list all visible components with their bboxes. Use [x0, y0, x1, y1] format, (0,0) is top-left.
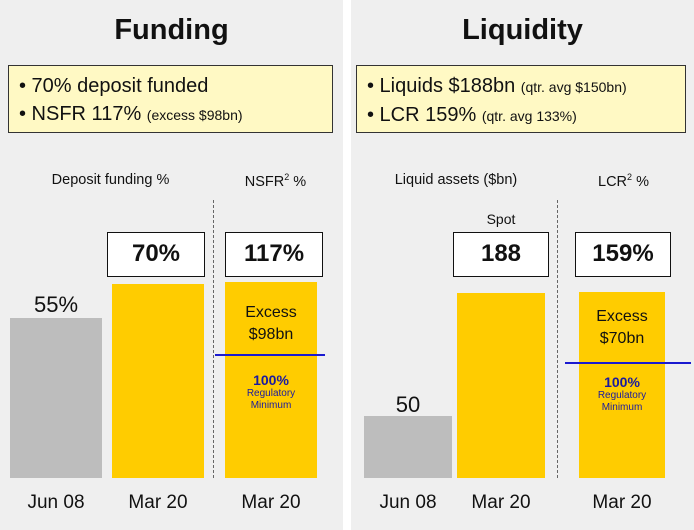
label-deposit-jun08: 55% — [33, 292, 79, 317]
bar-nsfr-mar20 — [225, 282, 317, 478]
lcr-regulatory-minimum: 100% Regulatory Minimum — [597, 374, 647, 413]
bar-liquid-mar20 — [457, 293, 545, 478]
liquidity-summary-line-2: • LCR 159% (qtr. avg 133%) — [367, 104, 577, 126]
liquidity-summary-line-1: • Liquids $188bn (qtr. avg $150bn) — [367, 75, 627, 97]
bar-liquid-jun08 — [364, 416, 452, 478]
nsfr-title: NSFR2 % — [244, 172, 307, 190]
funding-summary-line-1: • 70% deposit funded — [19, 75, 209, 97]
funding-summary-line-2: • NSFR 117% (excess $98bn) — [19, 103, 243, 125]
lcr-title: LCR2 % — [598, 172, 649, 190]
label-nsfr-mar20: 117% — [225, 232, 323, 277]
cat-nsfr-mar20: Mar 20 — [241, 492, 301, 513]
bar-deposit-jun08 — [10, 318, 102, 478]
funding-summary-box: • 70% deposit funded • NSFR 117% (excess… — [8, 65, 333, 133]
liquid-assets-title: Liquid assets ($bn) — [394, 172, 518, 188]
cat-deposit-jun08: Jun 08 — [27, 492, 85, 513]
nsfr-regulatory-minimum: 100% Regulatory Minimum — [246, 372, 296, 411]
bar-lcr-mar20 — [579, 292, 665, 478]
label-lcr-mar20: 159% — [575, 232, 671, 277]
spot-label: Spot — [486, 211, 516, 227]
lcr-excess-label: Excess $70bn — [596, 308, 648, 347]
funding-panel: Funding • 70% deposit funded • NSFR 117%… — [0, 0, 343, 530]
label-deposit-mar20: 70% — [107, 232, 205, 277]
funding-title: Funding — [114, 14, 229, 46]
label-liquid-mar20: 188 — [453, 232, 549, 277]
label-liquid-jun08: 50 — [395, 392, 421, 417]
liquidity-divider — [557, 200, 558, 478]
cat-liquid-jun08: Jun 08 — [379, 492, 437, 513]
liquidity-summary-box: • Liquids $188bn (qtr. avg $150bn) • LCR… — [356, 65, 686, 133]
nsfr-excess-label: Excess $98bn — [245, 304, 297, 343]
lcr-regulatory-line — [565, 362, 691, 364]
cat-deposit-mar20: Mar 20 — [128, 492, 188, 513]
cat-liquid-mar20: Mar 20 — [471, 492, 531, 513]
funding-divider — [213, 200, 214, 478]
deposit-funding-title: Deposit funding % — [51, 172, 170, 188]
cat-lcr-mar20: Mar 20 — [592, 492, 652, 513]
nsfr-regulatory-line — [215, 354, 325, 356]
bar-deposit-mar20 — [112, 284, 204, 478]
liquidity-title: Liquidity — [462, 14, 583, 46]
liquidity-panel: Liquidity • Liquids $188bn (qtr. avg $15… — [351, 0, 694, 530]
